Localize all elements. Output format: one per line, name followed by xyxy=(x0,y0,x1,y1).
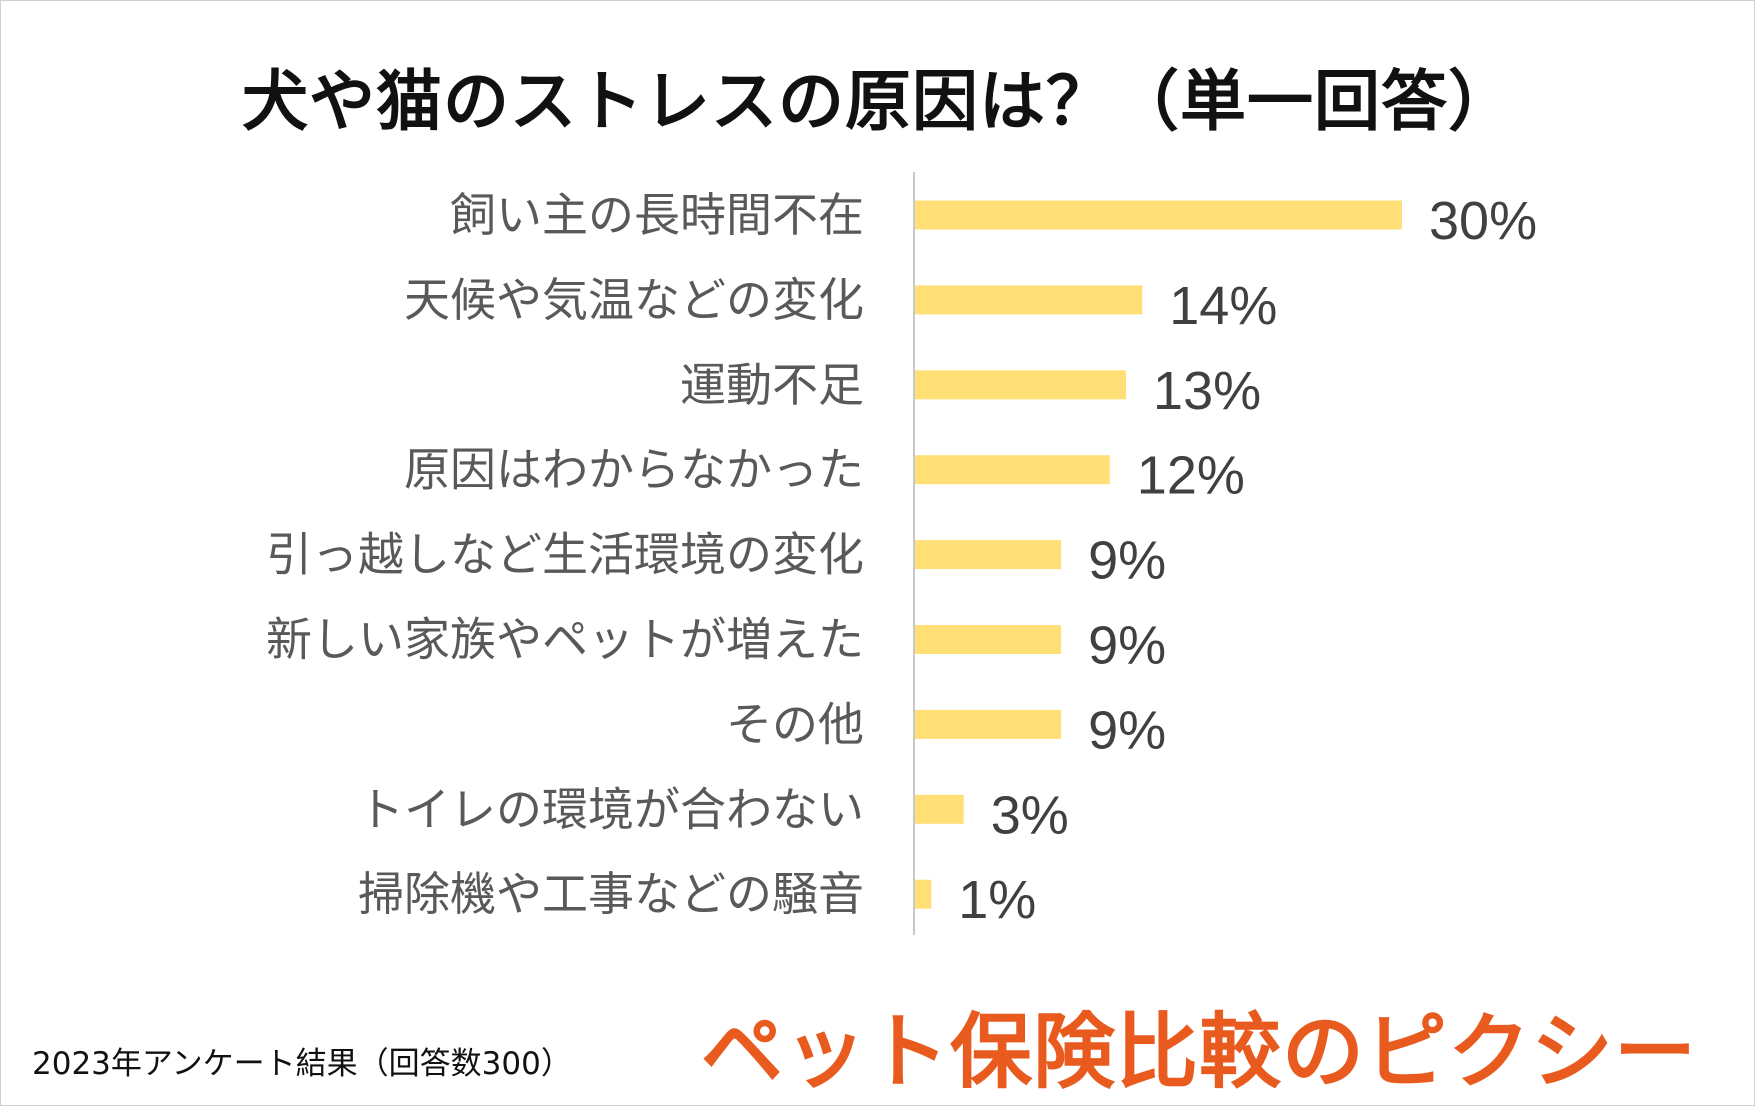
category-label: 原因はわからなかった xyxy=(404,443,864,497)
value-label: 1% xyxy=(958,870,1036,930)
bar xyxy=(915,879,932,909)
bar xyxy=(915,709,1062,739)
value-label: 30% xyxy=(1429,191,1537,251)
category-label: トイレの環境が合わない xyxy=(358,782,864,836)
value-label: 12% xyxy=(1137,446,1245,506)
bar xyxy=(915,540,1062,570)
bar xyxy=(915,200,1402,230)
value-label: 13% xyxy=(1153,361,1261,421)
value-label: 3% xyxy=(991,785,1069,845)
category-label: 運動不足 xyxy=(680,358,864,412)
bar xyxy=(915,794,964,824)
category-label: 新しい家族やペットが増えた xyxy=(266,613,864,667)
category-label: 天候や気温などの変化 xyxy=(404,273,864,327)
chart-title: 犬や猫のストレスの原因は？（単一回答） xyxy=(242,63,1515,140)
value-label: 9% xyxy=(1088,531,1166,591)
bar xyxy=(915,455,1110,485)
value-label: 9% xyxy=(1088,700,1166,760)
category-label: 引っ越しなど生活環境の変化 xyxy=(266,528,864,582)
bar xyxy=(915,370,1127,400)
brand-logo-text: ペット保険比較のピクシー xyxy=(700,1005,1697,1100)
bar xyxy=(915,285,1143,315)
value-label: 14% xyxy=(1169,276,1277,336)
survey-note: 2023年アンケート結果（回答数300） xyxy=(32,1046,572,1082)
category-label: 掃除機や工事などの騒音 xyxy=(358,867,864,921)
category-label: その他 xyxy=(726,697,864,751)
category-label: 飼い主の長時間不在 xyxy=(450,188,864,242)
bar xyxy=(915,625,1062,654)
value-label: 9% xyxy=(1088,616,1166,676)
